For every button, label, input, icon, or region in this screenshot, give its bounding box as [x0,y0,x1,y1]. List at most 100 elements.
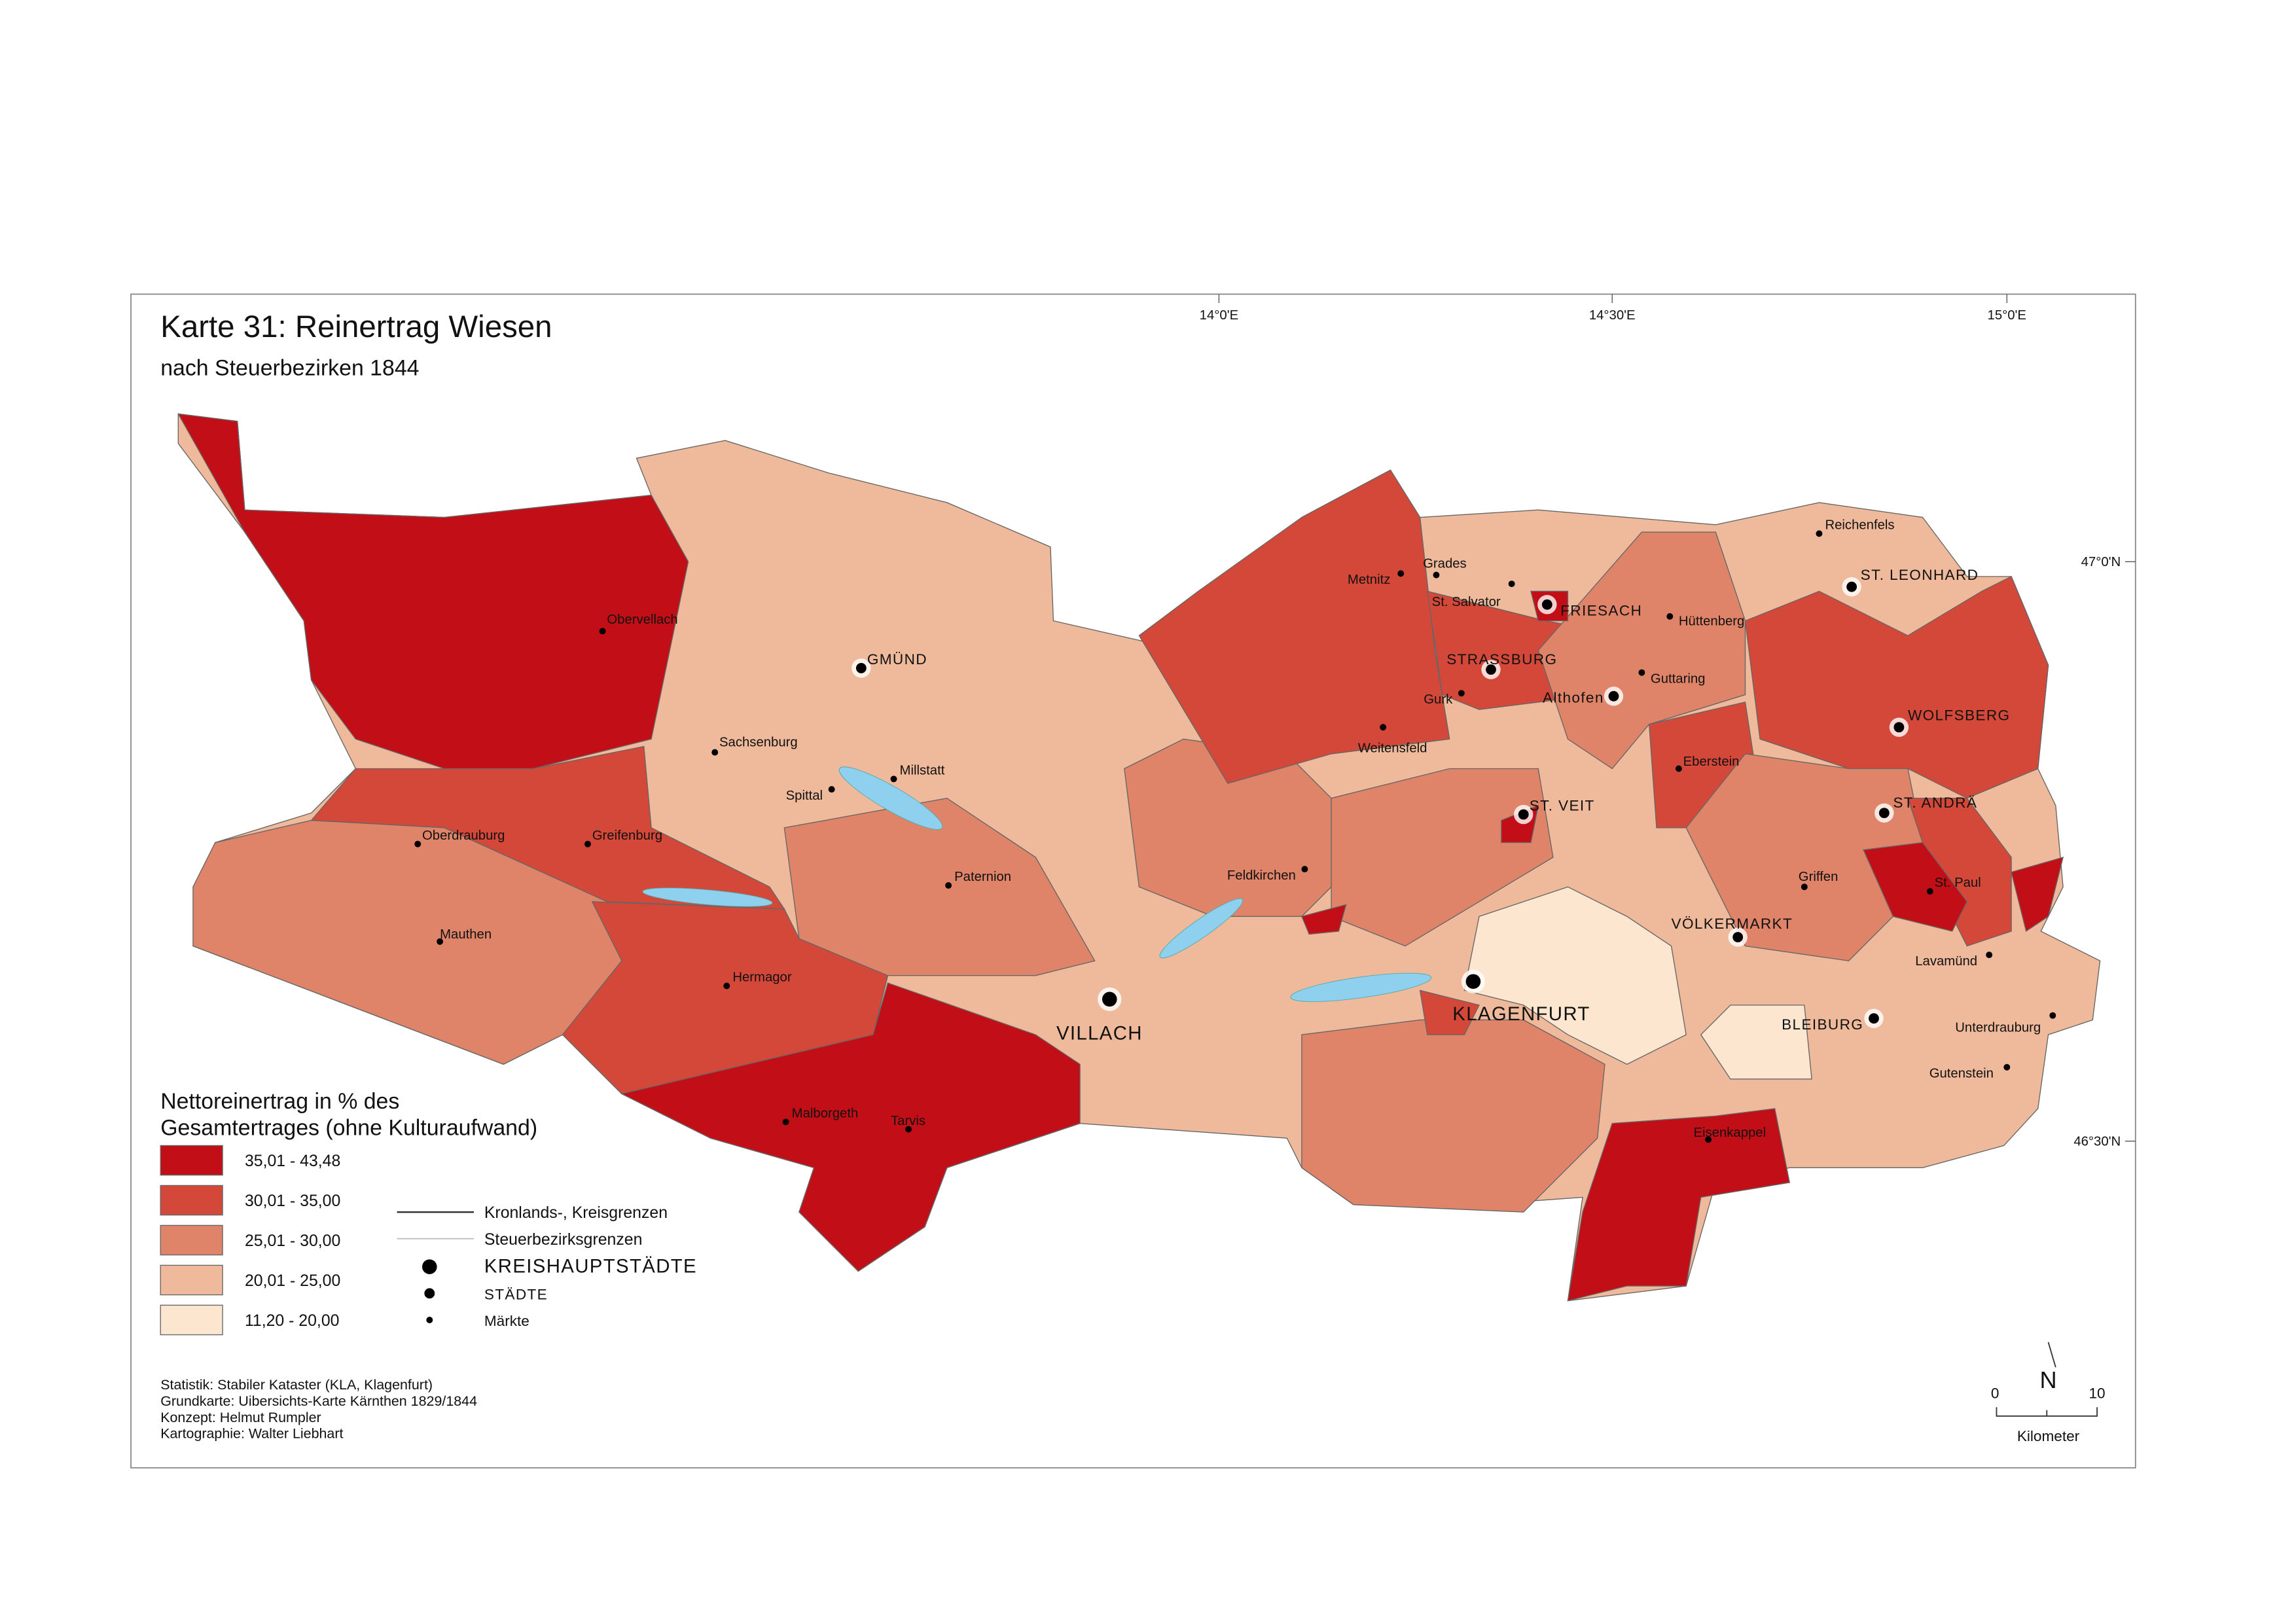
legend-swatch [160,1224,223,1256]
district [1331,768,1554,947]
district [1863,842,1968,932]
market-symbol [711,749,719,756]
place-label: Guttaring [1651,671,1706,686]
place-label: Mauthen [440,927,492,942]
capital-symbol [1102,991,1117,1007]
city-symbol [1608,690,1619,702]
legend-label: 35,01 - 43,48 [245,1152,340,1170]
district [620,982,1081,1272]
place-label: VÖLKERMARKT [1672,916,1793,932]
legend-line-label: Steuerbezirksgrenzen [484,1231,643,1249]
place-label: St. Paul [1935,876,1981,890]
market-symbol [1926,887,1933,895]
market-symbol [1705,1136,1712,1143]
frame [130,293,2136,1469]
place-label: Griffen [1799,870,1839,884]
market-symbol [945,882,952,889]
place-label: Reichenfels [1825,518,1894,533]
market-symbol [1458,690,1465,697]
market-symbol [1508,580,1515,588]
district [1463,886,1687,1065]
district [1138,469,1450,784]
legend-symbol-label: STÄDTE [484,1286,548,1302]
legend-label: 11,20 - 20,00 [245,1312,339,1330]
market-symbol [1816,530,1823,537]
place-label: STRASSBURG [1446,651,1557,668]
city-symbol [1518,809,1529,820]
scale-unit: Kilometer [2017,1428,2080,1444]
place-label: WOLFSBERG [1908,707,2010,724]
city-symbol [1893,722,1905,733]
place-label: St. Salvator [1432,595,1501,609]
overlay: 14°0'E 14°30'E 15°0'E 47°0'N 46°30'N Obervell… [160,294,2136,1444]
legend-swatch [160,1304,223,1336]
district [1537,531,1746,770]
place-label: KLAGENFURT [1452,1003,1590,1025]
legend-swatch [160,1185,223,1216]
district [1567,1108,1791,1302]
legend-title: Nettoreinertrag in % des [160,1089,399,1114]
city-symbol [1541,599,1552,610]
graticule-label: 14°30'E [1589,308,1636,323]
place-label: Metnitz [1348,573,1390,587]
place-label: Hermagor [732,971,792,985]
place-label: Oberdrauburg [422,829,505,843]
market-symbol [782,1118,789,1126]
market-symbol [890,776,897,783]
lake [642,887,773,907]
place-label: Lavamünd [1915,954,1977,969]
market-symbol [1986,952,1993,959]
market-symbol [584,840,591,847]
place-label: Hüttenberg [1679,614,1745,628]
place-label: VILLACH [1056,1023,1143,1044]
credit-line: Statistik: Stabiler Kataster (KLA, Klage… [160,1377,433,1393]
place-label: GMÜND [867,651,927,668]
legend-swatch [160,1145,223,1176]
district [1744,575,2049,799]
district [177,413,689,770]
legend-symbol [424,1288,435,1299]
graticule-label: 46°30'N [2073,1134,2121,1149]
place-label: Obervellach [607,613,677,627]
city-symbol [1878,808,1890,819]
market-symbol [1433,571,1440,579]
map-subtitle: nach Steuerbezirken 1844 [160,356,419,381]
legend-symbol-label: KREISHAUPTSTÄDTE [484,1256,697,1277]
market-symbol [1666,613,1674,620]
legend-label: 25,01 - 30,00 [245,1232,340,1250]
market-symbol [437,938,444,945]
graticule-label: 15°0'E [1988,308,2026,323]
place-label: Malborgeth [792,1107,859,1121]
credit-line: Konzept: Helmut Rumpler [160,1410,321,1425]
district [1700,1005,1812,1080]
legend-swatch [160,1264,223,1296]
legend-symbol-label: Märkte [484,1313,529,1329]
place-label: Greifenburg [592,829,662,843]
graticule-label: 47°0'N [2081,555,2121,569]
market-symbol [1397,570,1405,577]
legend-symbol [422,1259,437,1274]
graticule-label: 14°0'E [1200,308,1238,323]
place-label: Unterdrauburg [1955,1021,2041,1035]
city-symbol [1846,581,1857,592]
place-label: Eisenkappel [1693,1126,1766,1140]
district [1300,904,1347,935]
city-symbol [855,663,867,673]
place-label: Tarvis [891,1114,925,1128]
market-symbol [1380,724,1387,731]
city-symbol [1732,932,1744,942]
place-label: ST. ANDRÄ [1893,794,1977,811]
north-arrow [2047,1342,2056,1368]
place-label: Eberstein [1683,755,1740,769]
market-symbol [2003,1063,2011,1071]
place-label: ST. VEIT [1530,797,1595,813]
map-title: Karte 31: Reinertrag Wiesen [160,310,552,344]
legend-symbol [426,1317,433,1323]
capital-symbol [1465,974,1481,990]
market-symbol [1801,883,1808,891]
place-label: Feldkirchen [1227,868,1296,883]
districts [177,413,2101,1302]
market-symbol [414,840,422,847]
scale-tick-label: 10 [2089,1385,2105,1402]
